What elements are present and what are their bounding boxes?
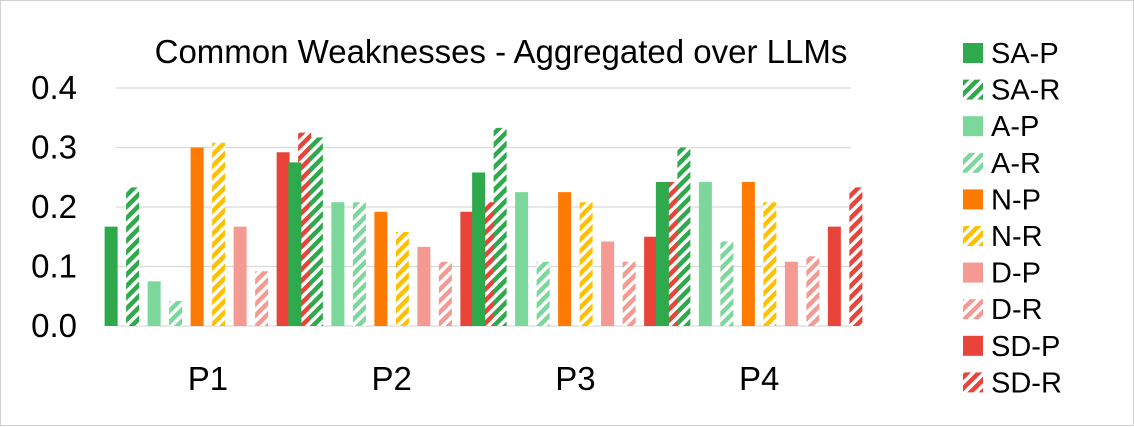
bar-n-p-p3 [558,192,572,326]
bar-d-r-p2 [438,261,452,326]
chart-title: Common Weaknesses - Aggregated over LLMs [155,33,848,70]
bar-a-r-p2 [352,202,366,326]
y-tick-label: 0.4 [31,69,77,106]
bar-n-r-p2 [395,231,409,326]
bar-sd-p-p3 [644,236,658,326]
category-label: P2 [371,360,411,397]
bar-sd-p-p1 [276,152,290,326]
legend-label: SD-P [991,331,1060,363]
bar-a-p-p2 [331,202,345,326]
legend-label: N-R [991,221,1043,253]
legend-label: SD-R [991,367,1062,399]
bars [104,127,863,327]
category-label: P1 [188,360,228,397]
bar-d-p-p3 [601,241,615,326]
legend-swatch [963,79,983,100]
legend-label: A-R [991,148,1041,180]
category-label: P3 [555,360,595,397]
legend-swatch [963,262,983,283]
bar-n-p-p1 [190,147,204,326]
bar-d-r-p4 [806,256,820,326]
bar-sa-p-p2 [288,162,302,326]
y-tick-label: 0.1 [31,248,77,285]
bar-n-r-p3 [579,202,593,326]
bar-a-r-p3 [536,261,550,326]
bar-n-r-p1 [212,142,226,326]
legend: SA-P SA-R A-P A-R N-P N-R D-P D-R SD-P SD-R [963,38,1062,399]
bar-sd-p-p2 [460,211,474,326]
legend-swatch [963,299,983,320]
y-tick-label: 0.2 [31,188,77,225]
bar-n-p-p4 [741,182,755,326]
bar-a-p-p4 [698,182,712,326]
legend-swatch [963,116,983,137]
category-labels: P1 P2 P3 P4 [188,360,780,397]
legend-swatch [963,189,983,210]
bar-a-r-p4 [720,241,734,326]
legend-label: N-P [991,184,1041,216]
bar-a-r-p1 [169,301,183,326]
bar-a-p-p1 [147,281,161,326]
bar-sa-r-p1 [126,187,140,326]
bar-d-p-p1 [233,226,247,326]
bar-sa-r-p3 [493,127,507,327]
bar-a-p-p3 [515,192,529,326]
bar-sd-p-p4 [827,226,841,326]
legend-swatch [963,43,983,63]
category-label: P4 [739,360,779,397]
bar-n-r-p4 [763,202,777,326]
legend-label: SA-R [991,75,1060,107]
y-tick-labels: 0.0 0.1 0.2 0.3 0.4 [31,69,77,344]
y-tick-label: 0.3 [31,129,77,166]
legend-label: D-P [991,258,1041,290]
legend-label: SA-P [991,38,1059,70]
bar-d-p-p2 [417,246,431,326]
y-tick-label: 0.0 [31,307,77,344]
legend-swatch [963,372,983,393]
legend-label: D-R [991,294,1043,326]
bar-d-p-p4 [784,261,798,326]
bar-sd-r-p4 [849,187,863,326]
bar-sa-p-p1 [104,226,118,326]
bar-n-p-p2 [374,211,388,326]
bar-sa-r-p4 [677,147,691,326]
legend-swatch [963,152,983,173]
bar-d-r-p3 [622,261,636,326]
legend-swatch [963,335,983,356]
legend-label: A-P [991,111,1039,143]
bar-sa-r-p2 [309,137,323,326]
bar-sa-p-p4 [655,182,669,326]
legend-swatch [963,226,983,246]
bar-d-r-p1 [255,271,269,326]
bar-sa-p-p3 [472,172,486,326]
